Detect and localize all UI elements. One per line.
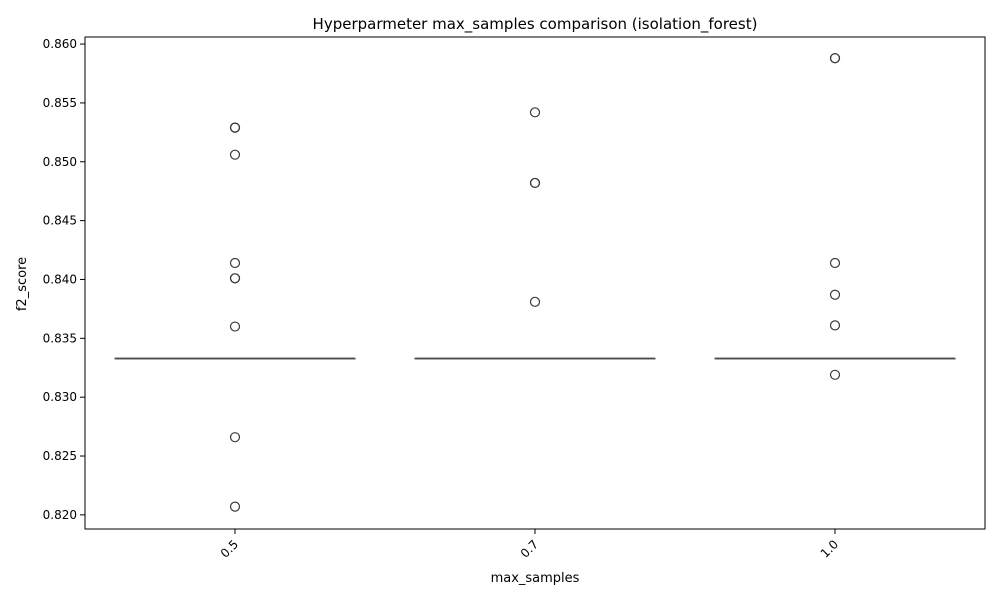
outlier-point (229, 149, 241, 160)
outlier-point (829, 369, 841, 380)
plot-area-frame (84, 36, 986, 530)
y-tick-label: 0.820 (43, 508, 77, 522)
y-tick-label: 0.860 (43, 37, 77, 51)
box-group-0-7 (414, 107, 656, 360)
x-tick-label: 0.5 (218, 537, 241, 560)
y-tick-label: 0.850 (43, 155, 77, 169)
outlier-point (229, 122, 241, 133)
outlier-point (829, 257, 841, 269)
x-tick-label: 1.0 (818, 537, 841, 560)
x-axis-label: max_samples (491, 571, 580, 586)
y-axis-label: f2_score (15, 257, 30, 311)
y-tick-label: 0.835 (43, 331, 77, 345)
y-tick-label: 0.845 (43, 214, 77, 228)
box-group-1-0 (714, 53, 956, 380)
outlier-point (829, 320, 841, 331)
outlier-point (829, 289, 841, 300)
x-axis: 0.5 0.7 1.0 (218, 529, 841, 561)
outlier-point (229, 257, 241, 269)
box-series (114, 53, 956, 512)
y-tick-label: 0.825 (43, 449, 77, 463)
y-tick-label: 0.830 (43, 390, 77, 404)
outlier-point (229, 273, 241, 284)
y-axis: 0.820 0.825 0.830 0.835 0.840 0.845 0.850 0.855… (43, 37, 85, 522)
y-tick-label: 0.855 (43, 96, 77, 110)
outlier-point (829, 53, 841, 64)
x-tick-label: 0.7 (518, 537, 541, 560)
chart-title: Hyperparmeter max_samples comparison (is… (313, 15, 758, 34)
outlier-point (229, 432, 241, 443)
outlier-point (229, 321, 241, 332)
outlier-point (529, 107, 541, 118)
outlier-point (529, 177, 541, 189)
outlier-point (529, 296, 541, 307)
box-group-0-5 (114, 122, 356, 512)
y-tick-label: 0.840 (43, 272, 77, 286)
outlier-point (229, 501, 241, 512)
